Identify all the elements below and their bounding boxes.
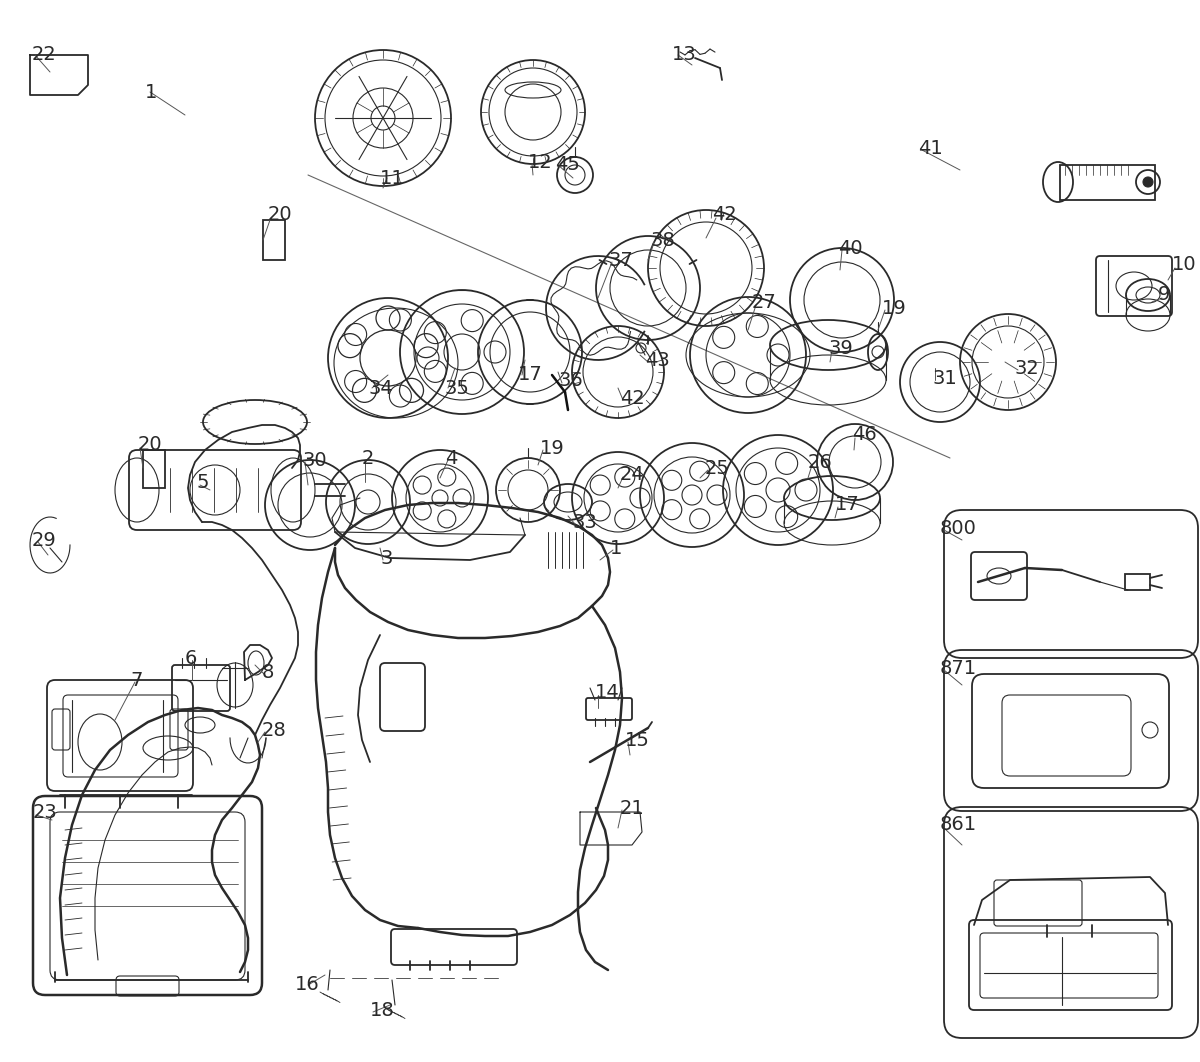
Text: 6: 6 bbox=[185, 649, 197, 668]
Text: 26: 26 bbox=[808, 452, 833, 472]
Text: 1: 1 bbox=[610, 538, 623, 558]
Text: 4: 4 bbox=[445, 448, 457, 467]
Text: 12: 12 bbox=[528, 153, 553, 171]
Text: 40: 40 bbox=[838, 239, 863, 257]
Text: 11: 11 bbox=[380, 169, 404, 188]
Bar bbox=[143, 450, 166, 489]
Text: 23: 23 bbox=[34, 803, 58, 822]
Text: 861: 861 bbox=[940, 816, 977, 835]
Text: 16: 16 bbox=[295, 976, 319, 994]
Text: 2: 2 bbox=[362, 448, 374, 467]
Text: 10: 10 bbox=[1172, 256, 1196, 274]
Text: 19: 19 bbox=[540, 439, 565, 458]
Text: 43: 43 bbox=[646, 350, 670, 370]
Text: 18: 18 bbox=[370, 1000, 395, 1020]
Text: 33: 33 bbox=[572, 513, 596, 531]
Text: 30: 30 bbox=[302, 450, 326, 469]
Text: 22: 22 bbox=[32, 46, 56, 65]
Text: 9: 9 bbox=[1158, 286, 1170, 305]
Text: 28: 28 bbox=[262, 720, 287, 739]
Text: 15: 15 bbox=[625, 731, 650, 750]
Text: 871: 871 bbox=[940, 658, 977, 678]
Text: 20: 20 bbox=[268, 206, 293, 224]
Bar bbox=[1060, 165, 1154, 200]
Bar bbox=[263, 220, 286, 260]
Text: 24: 24 bbox=[620, 465, 644, 484]
Text: 42: 42 bbox=[620, 389, 644, 408]
Text: 1: 1 bbox=[145, 83, 157, 102]
Text: 46: 46 bbox=[852, 426, 877, 445]
Text: 36: 36 bbox=[558, 371, 583, 390]
Text: 34: 34 bbox=[368, 378, 392, 397]
Ellipse shape bbox=[1142, 177, 1153, 187]
Text: 39: 39 bbox=[828, 339, 853, 358]
Text: 3: 3 bbox=[380, 548, 392, 567]
Text: 800: 800 bbox=[940, 518, 977, 537]
Text: 32: 32 bbox=[1015, 359, 1039, 377]
Text: 8: 8 bbox=[262, 663, 275, 682]
Text: 14: 14 bbox=[595, 683, 619, 702]
Text: 37: 37 bbox=[608, 251, 632, 270]
Text: 38: 38 bbox=[650, 230, 674, 250]
Text: 13: 13 bbox=[672, 46, 697, 65]
Text: 17: 17 bbox=[518, 365, 542, 384]
Text: 29: 29 bbox=[32, 531, 56, 549]
Text: 31: 31 bbox=[932, 369, 956, 388]
Text: 21: 21 bbox=[620, 799, 644, 818]
Text: 41: 41 bbox=[918, 138, 943, 157]
Text: 27: 27 bbox=[752, 292, 776, 311]
Bar bbox=[1126, 573, 1150, 590]
Text: 17: 17 bbox=[835, 496, 859, 514]
Text: 25: 25 bbox=[706, 459, 730, 478]
Text: 7: 7 bbox=[130, 670, 143, 689]
Text: 20: 20 bbox=[138, 435, 163, 455]
Text: 5: 5 bbox=[196, 473, 209, 492]
Text: 42: 42 bbox=[712, 206, 737, 224]
Text: 45: 45 bbox=[554, 155, 580, 174]
Text: 35: 35 bbox=[445, 378, 470, 397]
Text: 19: 19 bbox=[882, 298, 907, 318]
